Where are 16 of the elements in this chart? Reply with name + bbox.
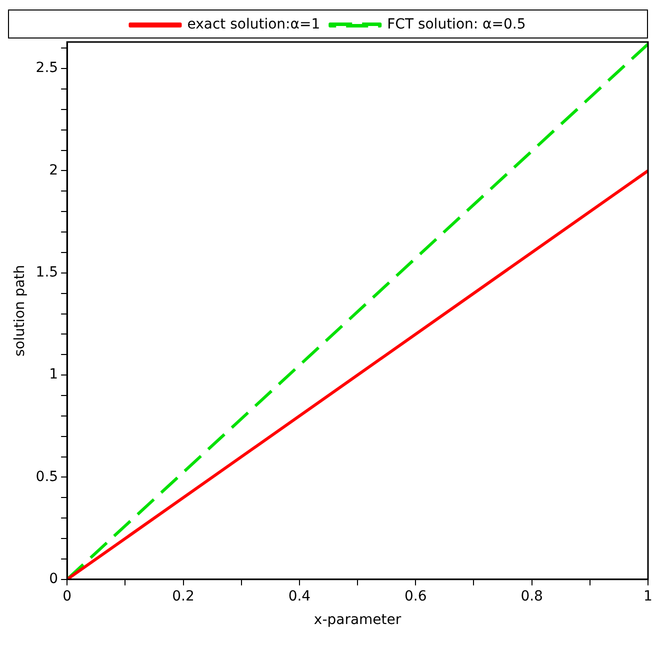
y-tick-label: 1.5 — [36, 264, 58, 281]
legend-label: exact solution:α=1 — [187, 16, 320, 33]
x-tick-label: 0.2 — [172, 588, 194, 604]
y-tick-label: 2 — [49, 162, 58, 178]
x-tick-label: 0 — [62, 588, 72, 604]
y-axis-title: solution path — [12, 264, 28, 357]
y-tick-label: 2.5 — [36, 60, 58, 76]
y-tick-label: 0 — [49, 571, 58, 588]
x-tick-label: 1 — [644, 588, 652, 604]
x-tick-label: 0.4 — [288, 588, 311, 604]
y-tick-label: 0.5 — [36, 468, 58, 485]
x-axis-title: x-parameter — [314, 612, 402, 628]
x-tick-label: 0.6 — [404, 588, 427, 604]
legend-label: FCT solution: α=0.5 — [387, 16, 526, 33]
y-tick-label: 1 — [49, 366, 58, 383]
x-tick-label: 0.8 — [520, 588, 543, 604]
